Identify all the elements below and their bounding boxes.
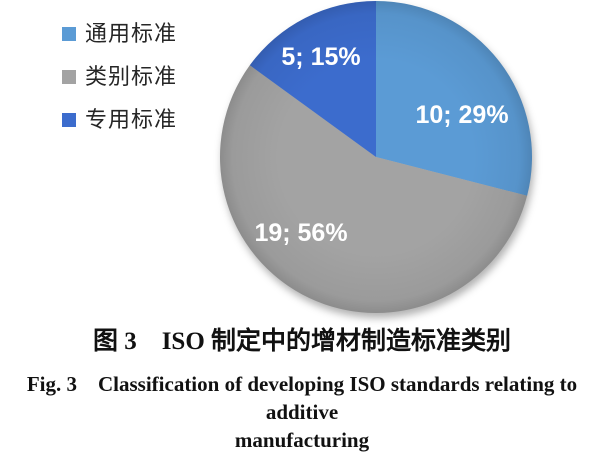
- pie-chart: 10; 29% 19; 56% 5; 15%: [216, 0, 536, 317]
- figure-3: 通用标准 类别标准 专用标准 10; 29% 19; 56% 5; 15%: [27, 0, 577, 452]
- chart-legend: 通用标准 类别标准 专用标准: [62, 22, 177, 132]
- legend-item-category-standards: 类别标准: [62, 65, 177, 89]
- pie-data-labels: 10; 29% 19; 56% 5; 15%: [254, 43, 508, 247]
- legend-label: 通用标准: [85, 21, 178, 46]
- legend-swatch-dark-blue: [62, 113, 76, 127]
- pie-rim-shading: [220, 1, 532, 313]
- pie-data-label-2: 19; 56%: [254, 219, 347, 247]
- legend-label: 专用标准: [85, 107, 178, 132]
- caption-chinese: 图 3 ISO 制定中的增材制造标准类别: [92, 328, 512, 355]
- pie-data-label-1: 10; 29%: [415, 101, 508, 129]
- legend-label: 类别标准: [85, 64, 178, 89]
- pie-chart-svg: 10; 29% 19; 56% 5; 15%: [220, 1, 533, 313]
- caption-english-line2: manufacturing: [234, 428, 370, 452]
- caption-english-line1: Fig. 3 Classification of developing ISO …: [26, 372, 578, 424]
- legend-swatch-light-blue: [62, 27, 76, 41]
- pie-data-label-3: 5; 15%: [281, 43, 360, 71]
- figure-caption: 图 3 ISO 制定中的增材制造标准类别 Fig. 3 Classificati…: [0, 327, 604, 454]
- legend-item-special-standards: 专用标准: [62, 108, 177, 132]
- legend-item-general-standards: 通用标准: [62, 22, 177, 46]
- legend-swatch-gray: [62, 70, 76, 84]
